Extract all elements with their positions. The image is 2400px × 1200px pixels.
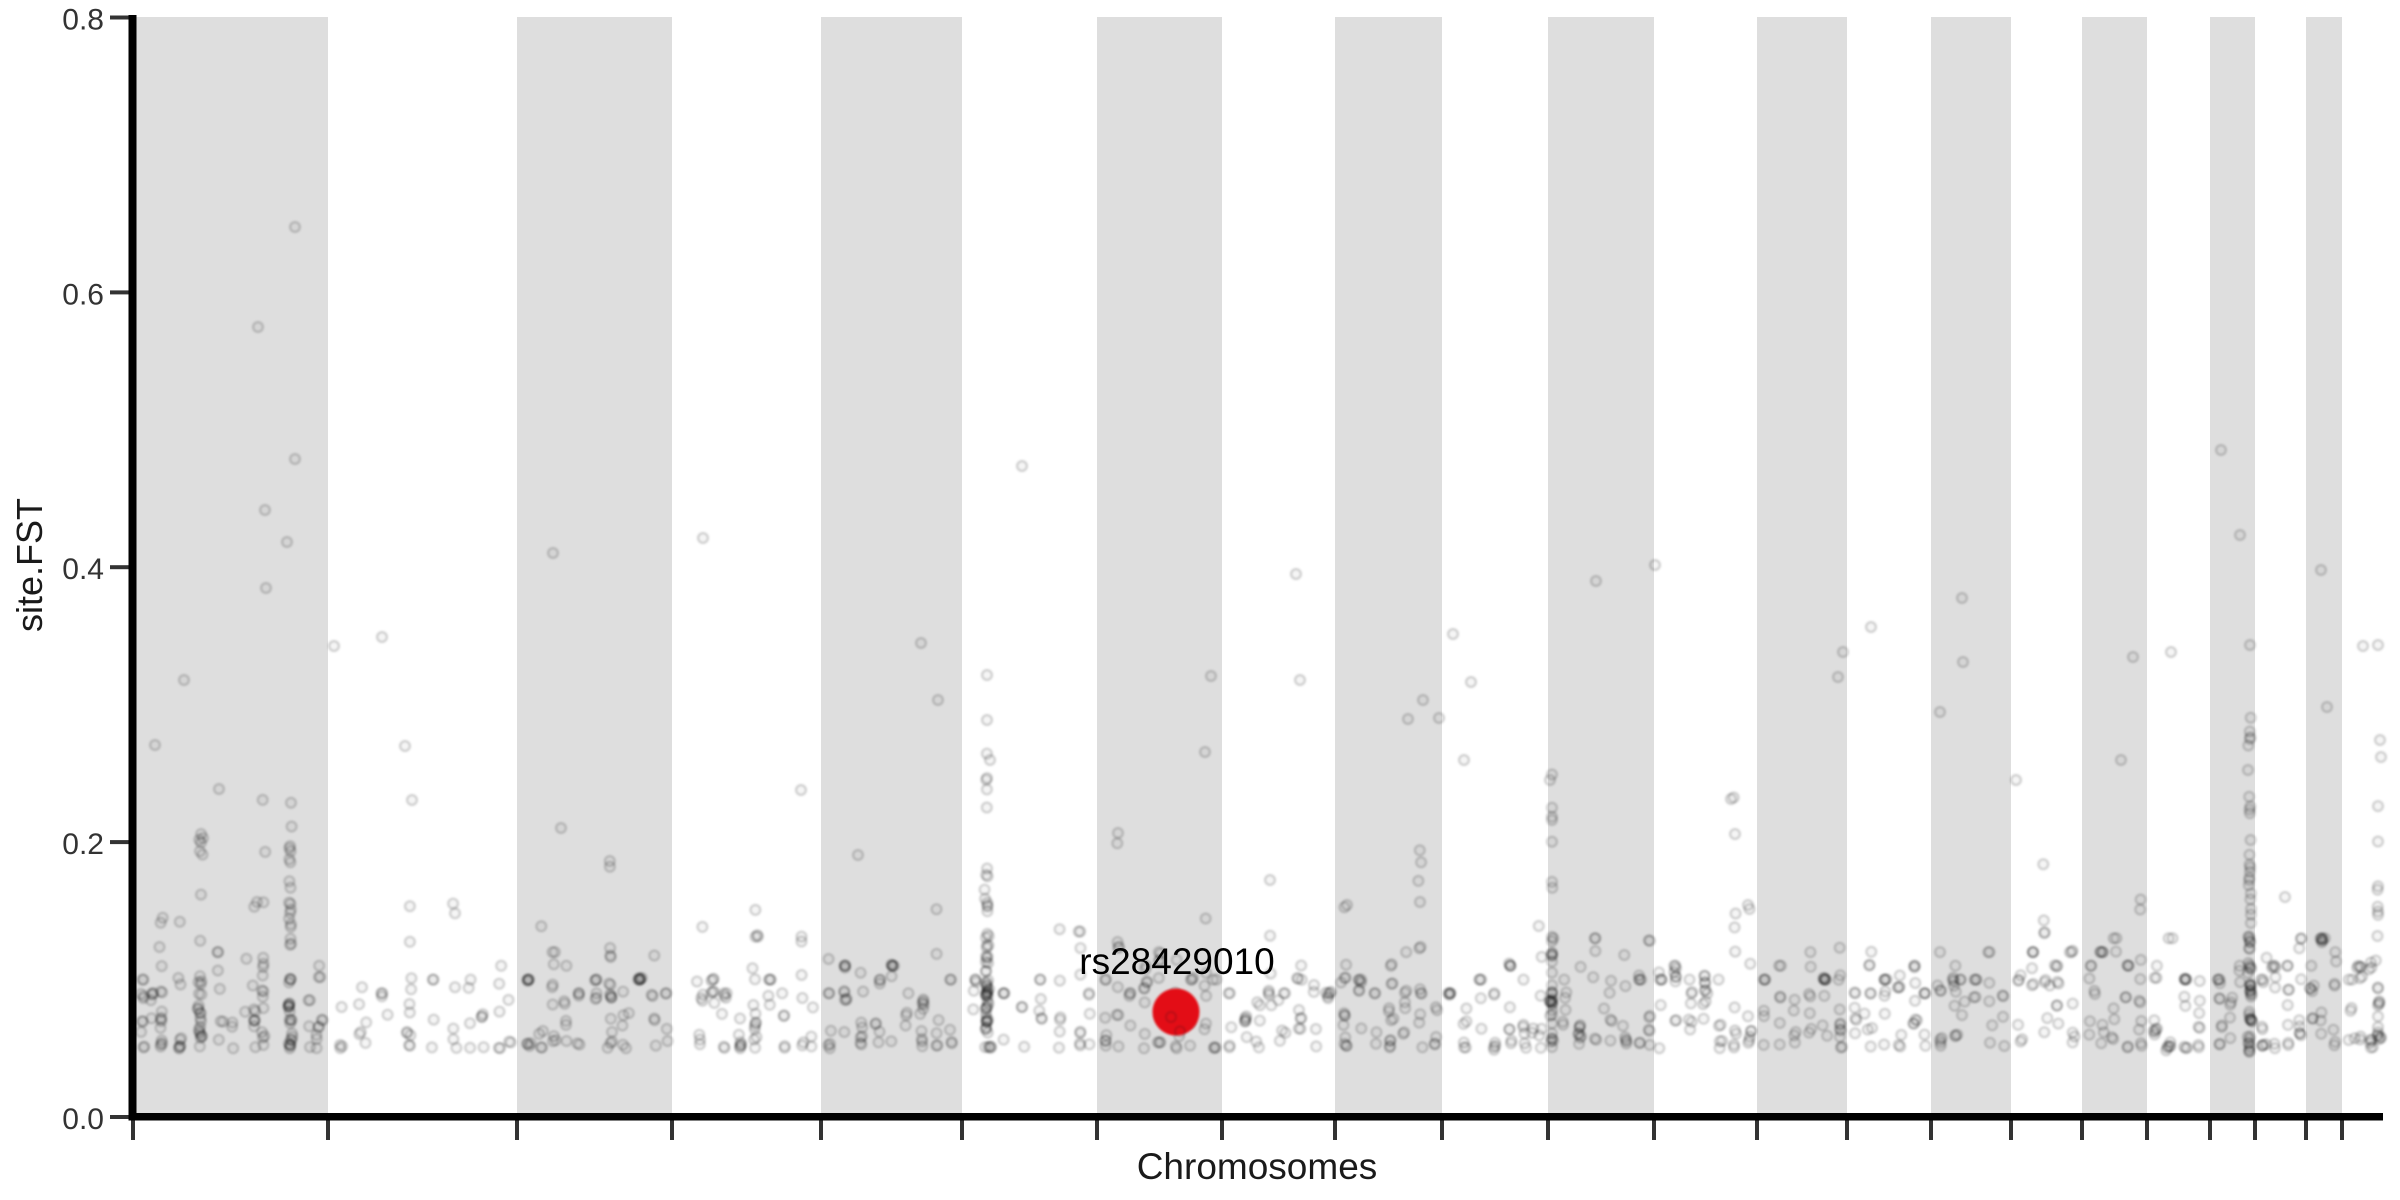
svg-text:0.6: 0.6 <box>62 278 104 311</box>
svg-text:0.8: 0.8 <box>62 4 104 37</box>
svg-text:0.2: 0.2 <box>62 828 104 861</box>
svg-text:site.FST: site.FST <box>9 498 50 632</box>
svg-text:rs28429010: rs28429010 <box>1079 941 1274 982</box>
svg-text:0.4: 0.4 <box>62 553 104 586</box>
svg-text:0.0: 0.0 <box>62 1103 104 1136</box>
svg-text:Chromosomes: Chromosomes <box>1137 1146 1378 1187</box>
